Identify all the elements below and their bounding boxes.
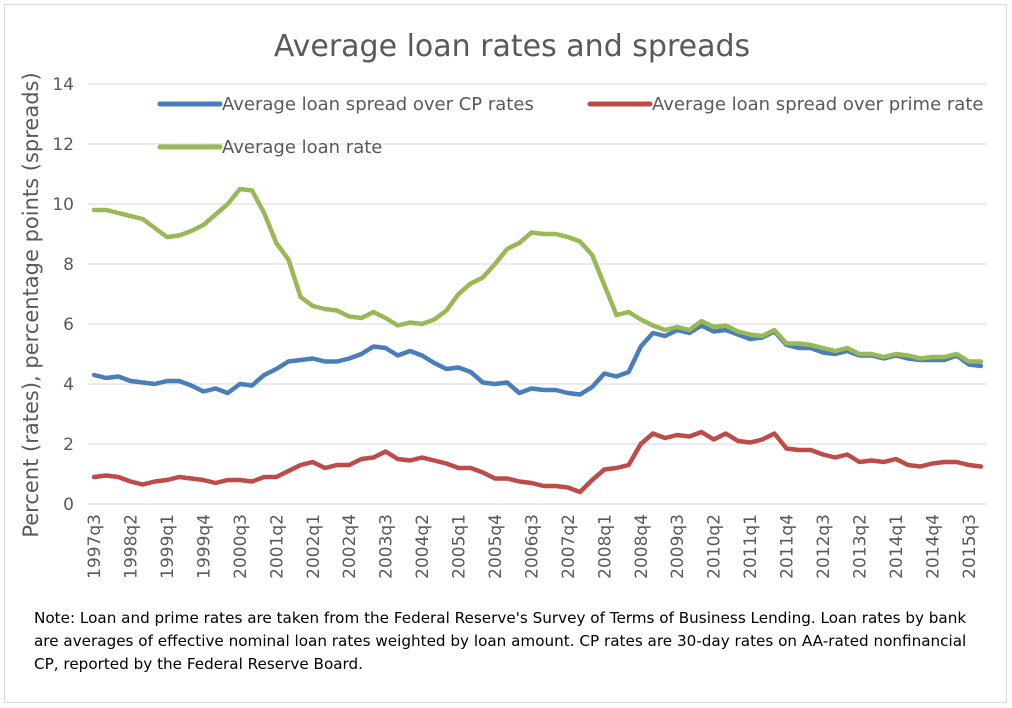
legend-item-cp-spread: Average loan spread over CP rates	[157, 94, 534, 115]
legend-label: Average loan spread over prime rate	[652, 94, 983, 115]
gridlines	[88, 83, 987, 505]
chart-frame	[4, 4, 1007, 703]
x-tick-label: 2006q3	[522, 514, 542, 579]
y-axis-label: Percent (rates), percentage points (spre…	[19, 72, 43, 537]
x-tick-label: 1998q2	[122, 514, 142, 579]
legend-item-loan-rate: Average loan rate	[157, 137, 382, 158]
y-tick-label: 14	[52, 75, 74, 95]
series-line-0	[91, 323, 984, 397]
x-tick-label: 2010q2	[705, 514, 725, 579]
x-tick-label: 2007q2	[559, 514, 579, 579]
x-tick-label: 2013q2	[850, 514, 870, 579]
y-tick-label: 0	[63, 495, 74, 515]
x-tick-label: 2004q2	[413, 514, 433, 579]
x-tick-label: 2012q3	[814, 514, 834, 579]
x-tick-label: 2008q4	[632, 514, 652, 579]
chart-title: Average loan rates and spreads	[274, 29, 750, 64]
x-tick-label: 1997q3	[85, 514, 105, 579]
series-lines	[91, 186, 984, 495]
y-tick-label: 4	[63, 375, 74, 395]
y-tick-label: 8	[63, 255, 74, 275]
x-tick-label: 2014q4	[923, 514, 943, 579]
x-tick-label: 2002q1	[304, 514, 324, 579]
x-tick-label: 2005q1	[450, 514, 470, 579]
x-tick-label: 2014q1	[887, 514, 907, 579]
x-tick-label: 1999q4	[194, 514, 214, 579]
series-line-1	[91, 429, 984, 495]
x-tick-label: 2000q3	[231, 514, 251, 579]
x-tick-label: 2002q4	[340, 514, 360, 579]
x-tick-label: 2001q2	[267, 514, 287, 579]
chart-note: Note: Loan and prime rates are taken fro…	[34, 609, 967, 673]
y-tick-label: 10	[52, 195, 74, 215]
series-line-2	[91, 186, 984, 364]
x-tick-label: 2003q3	[377, 514, 397, 579]
x-tick-label: 2008q1	[595, 514, 615, 579]
x-tick-label: 2009q3	[668, 514, 688, 579]
x-tick-label: 2011q4	[778, 514, 798, 579]
line-chart: Average loan rates and spreads Percent (…	[19, 29, 987, 579]
legend-item-prime-spread: Average loan spread over prime rate	[587, 94, 983, 115]
legend: Average loan spread over CP rates Averag…	[157, 94, 983, 158]
legend-label: Average loan spread over CP rates	[222, 94, 534, 115]
legend-label: Average loan rate	[222, 137, 382, 158]
x-axis-ticks: 1997q3 1998q2 1999q1 1999q4 2000q3 2001q2 2002…	[85, 514, 980, 579]
x-tick-label: 2011q1	[741, 514, 761, 579]
x-tick-label: 2015q3	[960, 514, 980, 579]
y-axis-ticks: 0 2 4 6 8 10 12 14	[52, 75, 74, 515]
x-tick-label: 1999q1	[158, 514, 178, 579]
x-tick-label: 2005q4	[486, 514, 506, 579]
y-tick-label: 12	[52, 135, 74, 155]
y-tick-label: 6	[63, 315, 74, 335]
y-tick-label: 2	[63, 435, 74, 455]
